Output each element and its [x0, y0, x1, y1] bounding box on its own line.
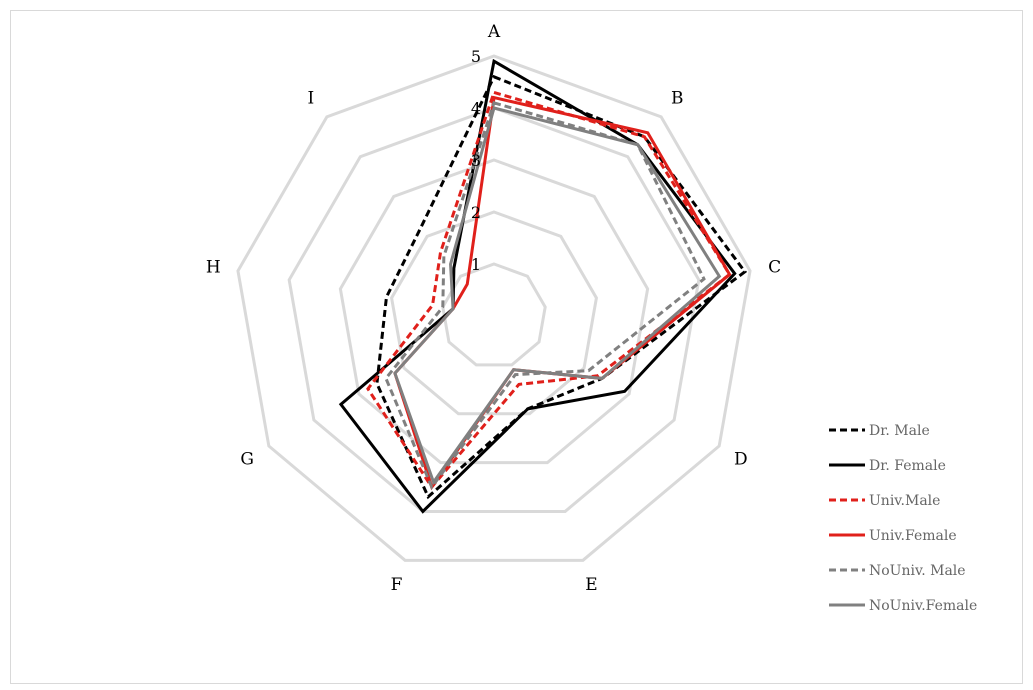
- series-line-4: [384, 100, 706, 491]
- axis-label-layer: A B C D E F G H I: [206, 22, 781, 595]
- axis-label-c: C: [768, 258, 781, 278]
- series-line-2: [366, 90, 732, 490]
- tick-label: 5: [471, 47, 481, 66]
- grid-ring-1: [441, 262, 547, 367]
- tick-label-layer: 1 2 3 4 5: [471, 47, 481, 274]
- grid-ring-4: [287, 106, 701, 513]
- grid-ring-5: [236, 54, 752, 562]
- radar-chart: 1 2 3 4 5 A B C D E F G H I Dr. Male Dr. Female Univ.M…: [206, 22, 977, 614]
- tick-label: 1: [471, 255, 481, 274]
- legend-label: Dr. Male: [869, 423, 930, 439]
- axis-label-e: E: [585, 575, 597, 595]
- axis-label-h: H: [206, 258, 221, 278]
- legend-label: Univ.Male: [869, 493, 940, 509]
- tick-label: 4: [471, 99, 481, 118]
- series-line-5: [393, 106, 722, 486]
- legend: Dr. Male Dr. Female Univ.Male Univ.Female No…: [829, 423, 977, 614]
- axis-label-f: F: [391, 575, 403, 595]
- series-line-1: [338, 58, 737, 514]
- grid-ring-2: [390, 210, 598, 416]
- grid-ring-3: [338, 158, 650, 465]
- axis-label-d: D: [734, 450, 748, 470]
- axis-label-b: B: [671, 89, 684, 109]
- axis-label-a: A: [487, 22, 501, 42]
- series-line-0: [375, 74, 748, 500]
- legend-label: Univ.Female: [869, 528, 957, 544]
- chart-frame: 1 2 3 4 5 A B C D E F G H I Dr. Male Dr. Female Univ.M…: [10, 10, 1023, 684]
- axis-label-i: I: [307, 89, 314, 109]
- series-layer: [338, 58, 748, 514]
- legend-label: NoUniv.Female: [869, 598, 977, 614]
- axis-label-g: G: [240, 450, 254, 470]
- grid-layer: [236, 54, 752, 562]
- legend-label: NoUniv. Male: [869, 563, 966, 579]
- tick-label: 3: [471, 151, 481, 170]
- series-line-3: [393, 95, 732, 491]
- legend-label: Dr. Female: [869, 458, 946, 474]
- tick-label: 2: [471, 203, 481, 222]
